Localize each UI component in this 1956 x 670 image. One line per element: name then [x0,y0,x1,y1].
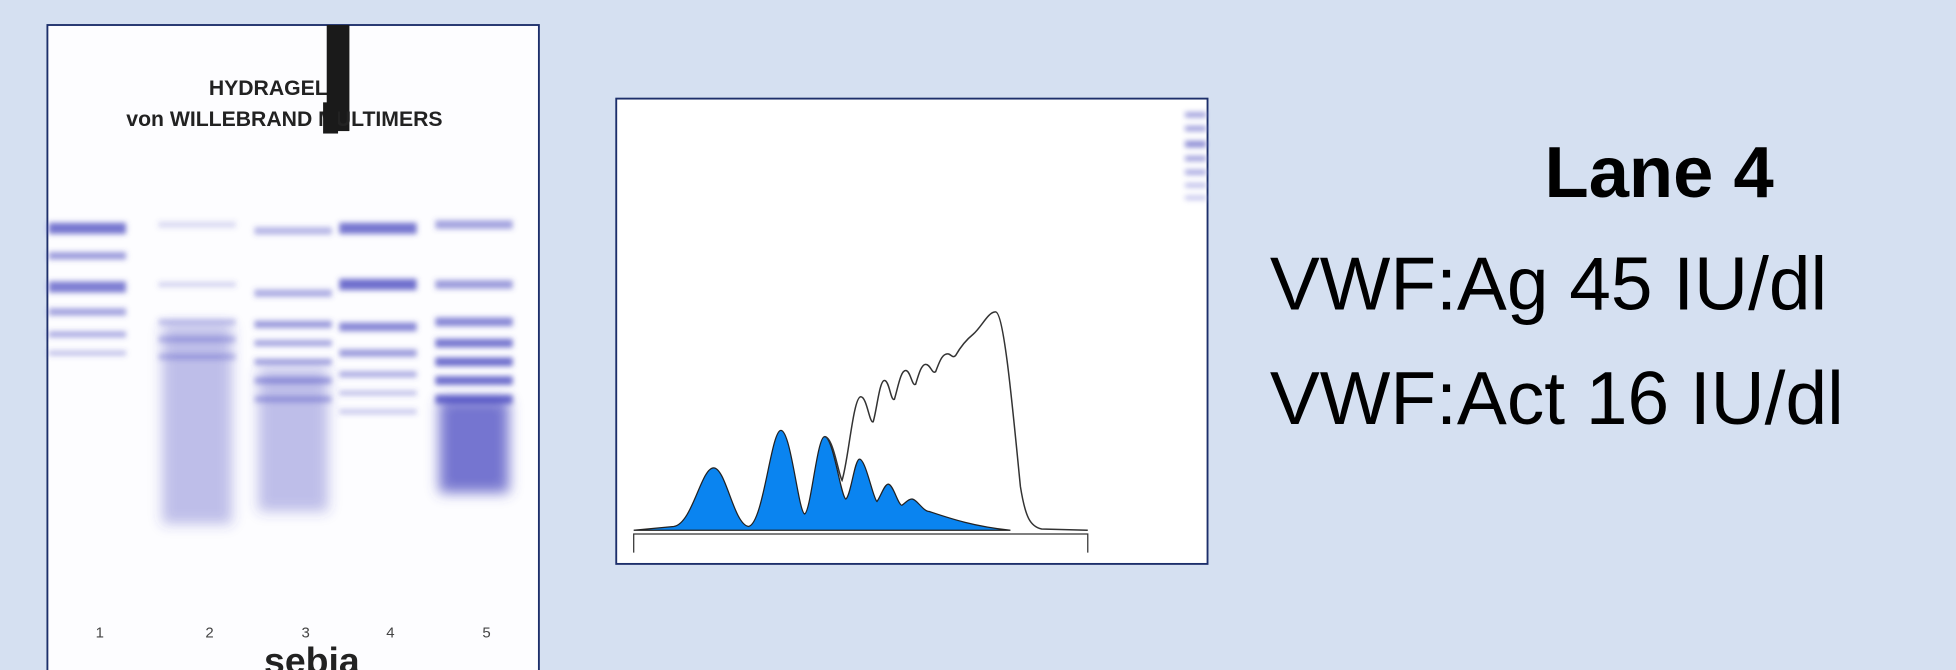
gel-band [339,409,417,415]
filled-trace [633,429,1011,531]
gel-smear [439,399,509,493]
gel-band [435,338,513,348]
gel-brand: sebia [264,640,361,670]
lane-label: 4 [386,625,394,642]
gel-band [48,281,126,293]
info-heading: Lane 4 [1545,133,1774,213]
outline-trace [824,311,1088,531]
gel-band [254,358,332,365]
lane-labels: 1 2 3 4 5 [96,625,491,642]
gel-band [48,222,126,234]
gel-band [48,350,126,356]
gel-band [254,227,332,235]
info-line: VWF:Ag 45 IU/dl [1270,241,1827,325]
gel-band [339,322,417,332]
gel-band [339,390,417,396]
gel-band [254,289,332,297]
gel-band [48,331,126,338]
gel-band [254,320,332,329]
lane-label: 3 [301,625,309,642]
gel-bands [48,220,513,524]
gel-band [158,318,236,326]
densitometry-panel [615,97,1209,565]
lane-label: 5 [482,625,490,642]
reference-strip [1185,112,1207,200]
gel-band [339,349,417,357]
gel-band [435,220,513,229]
gel-band [48,308,126,316]
gel-band [339,278,417,291]
gel-band [435,357,513,367]
gel-band [158,221,236,228]
gel-band [339,222,417,234]
gel-band [435,376,513,385]
gel-clip-tip [323,102,339,134]
lane-label: 1 [96,625,104,642]
gel-band [48,252,126,260]
gel-band [158,281,236,287]
gel-image: HYDRAGEL 5 von WILLEBRAND MULTIMERS 1 2 3 4… [46,24,540,670]
gel-smear [258,368,329,512]
gel-band [254,339,332,347]
gel-smear [162,324,233,524]
gel-band [435,280,513,289]
info-line: VWF:Act 16 IU/dl [1270,356,1844,440]
info: Lane 4 VWF:Ag 45 IU/dl VWF:Act 16 IU/dl [1270,133,1844,440]
gel-title: HYDRAGEL 5 [209,77,345,100]
gel-band [339,371,417,378]
gel-band [435,317,513,327]
gel-subtitle: von WILLEBRAND MULTIMERS [126,108,442,131]
gel-frame [46,24,540,670]
lane-label: 2 [205,625,213,642]
trace-baseline [633,533,1089,553]
